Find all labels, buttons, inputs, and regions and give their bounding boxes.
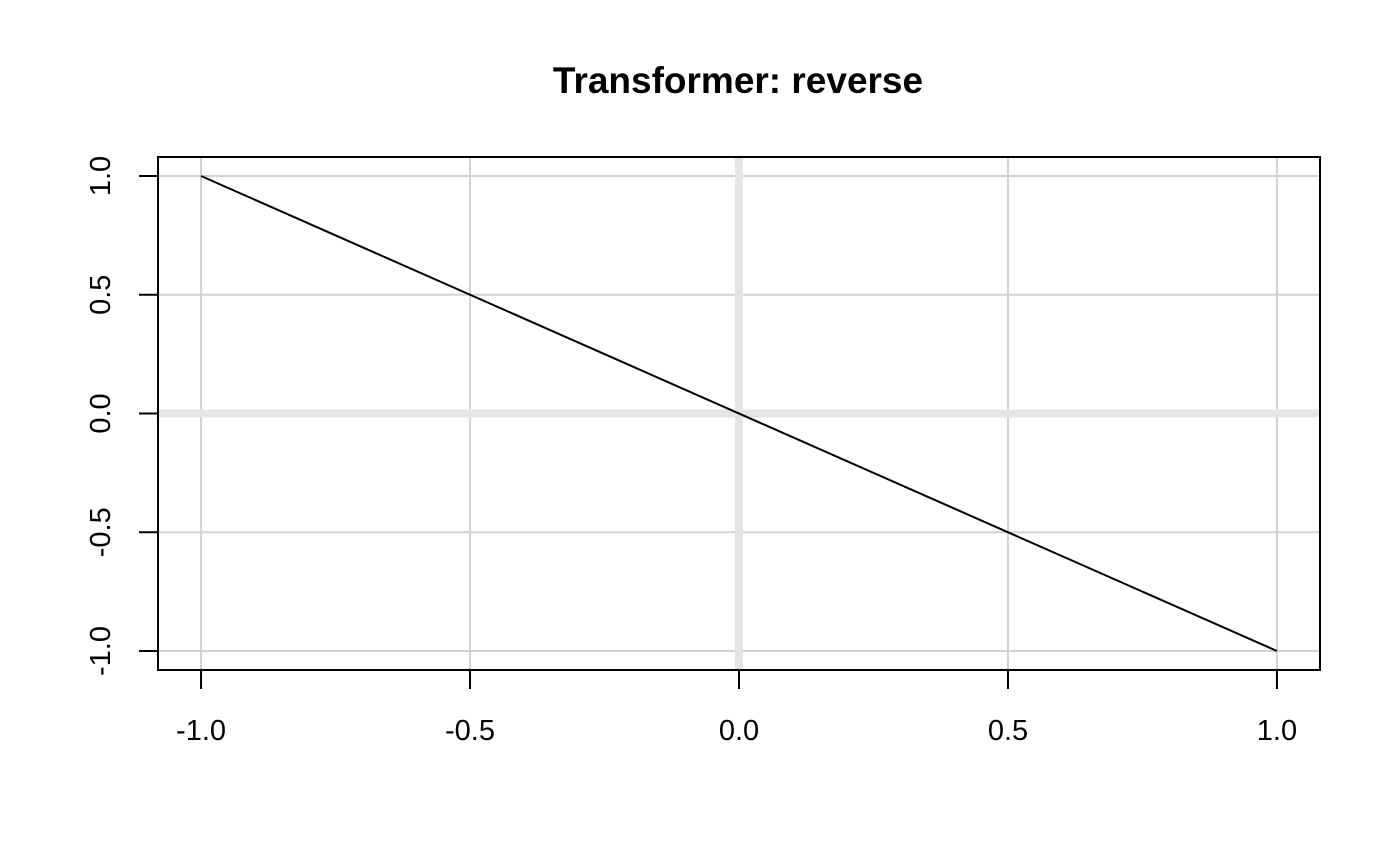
x-tick-label: -1.0 [176, 715, 226, 747]
x-axis: -1.0 -0.5 0.0 0.5 1.0 [176, 670, 1297, 747]
x-tick-label: 0.5 [988, 715, 1028, 747]
y-axis: -1.0 -0.5 0.0 0.5 1.0 [85, 156, 158, 676]
y-tick-label: 1.0 [85, 156, 117, 196]
y-tick-label: -1.0 [85, 626, 117, 676]
y-tick-label: 0.5 [85, 275, 117, 315]
series-line-0 [200, 175, 1278, 652]
x-tick-label: 0.0 [719, 715, 759, 747]
x-tick-label: -0.5 [445, 715, 495, 747]
series-layer [200, 175, 1278, 652]
y-tick-label: -0.5 [85, 507, 117, 557]
x-tick-label: 1.0 [1257, 715, 1297, 747]
y-tick-label: 0.0 [85, 393, 117, 433]
chart-title: Transformer: reverse [553, 60, 923, 101]
